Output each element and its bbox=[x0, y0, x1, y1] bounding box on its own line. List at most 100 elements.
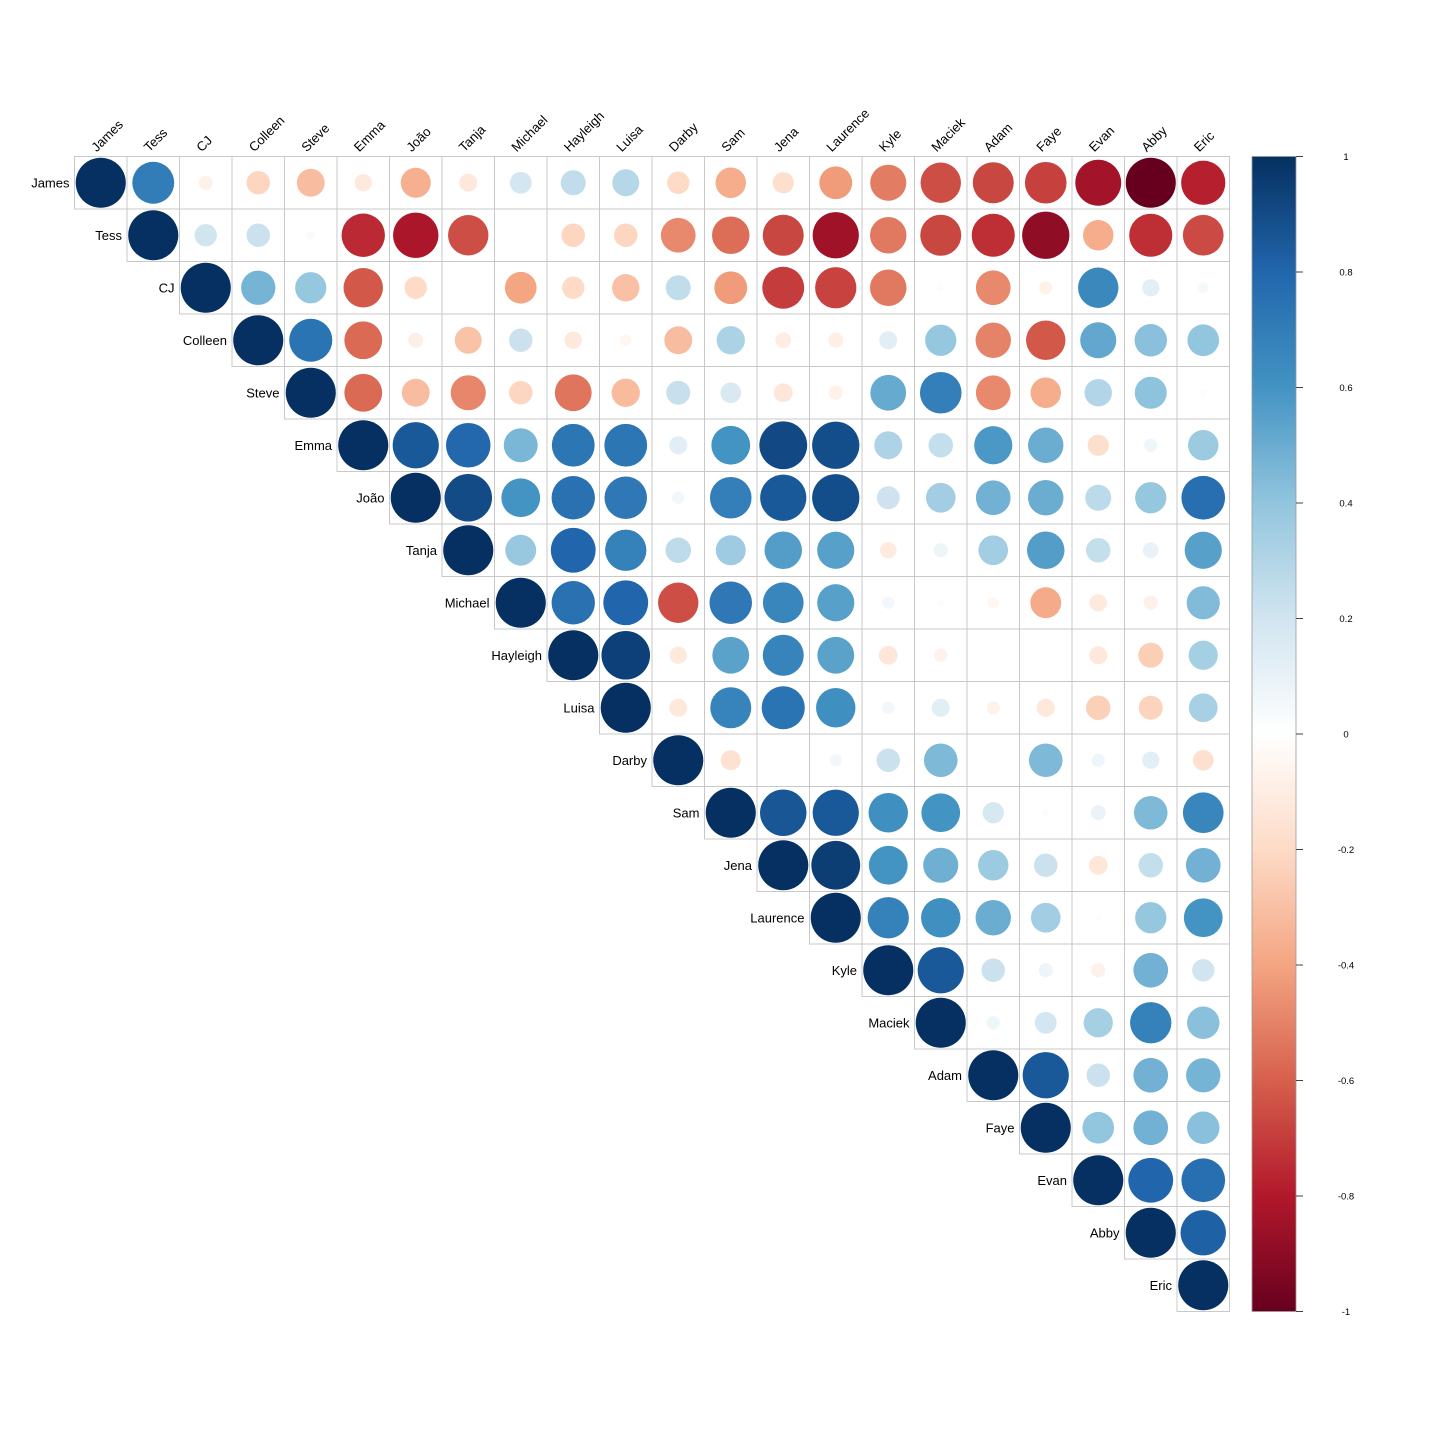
corr-circle-cj-abby bbox=[1142, 279, 1160, 297]
corr-circle-steve-tanja bbox=[450, 375, 486, 411]
corr-circle-tanja-darby bbox=[665, 537, 692, 564]
corr-circle-cj-sam bbox=[714, 271, 748, 305]
column-label: Tanja bbox=[456, 121, 489, 154]
corr-circle-faye-faye bbox=[1020, 1102, 1071, 1153]
corr-circle-maciek-evan bbox=[1083, 1008, 1113, 1038]
corr-circle-darby-maciek bbox=[923, 743, 958, 778]
corr-circle-michael-adam bbox=[987, 597, 999, 609]
corr-circle-emma-kyle bbox=[874, 431, 903, 460]
corr-circle-hayleigh-luisa bbox=[601, 630, 651, 680]
corr-circle-joão-maciek bbox=[925, 482, 956, 513]
corr-circle-steve-kyle bbox=[870, 374, 907, 411]
column-label: Evan bbox=[1086, 123, 1118, 155]
corr-circle-tanja-kyle bbox=[879, 541, 897, 559]
corr-circle-darby-evan bbox=[1091, 753, 1105, 767]
column-label: Adam bbox=[981, 120, 1016, 155]
corr-circle-james-laurence bbox=[819, 166, 853, 200]
corr-circle-cj-faye bbox=[1039, 281, 1053, 295]
corr-circle-joão-joão bbox=[390, 472, 441, 523]
corr-circle-tess-tess bbox=[128, 210, 179, 261]
corr-circle-colleen-luisa bbox=[620, 334, 632, 346]
corr-circle-james-michael bbox=[509, 171, 532, 194]
corr-circle-colleen-hayleigh bbox=[564, 331, 582, 349]
corr-circle-adam-abby bbox=[1133, 1057, 1169, 1093]
column-label: Laurence bbox=[823, 106, 872, 155]
grid-cell bbox=[1176, 1258, 1230, 1312]
corr-circle-kyle-evan bbox=[1091, 963, 1106, 978]
column-label: Maciek bbox=[928, 115, 968, 155]
corr-circle-steve-hayleigh bbox=[554, 374, 592, 412]
corr-circle-hayleigh-maciek bbox=[934, 648, 948, 662]
corr-circle-steve-adam bbox=[975, 375, 1011, 411]
corr-circle-tess-darby bbox=[660, 217, 696, 253]
corr-circle-laurence-abby bbox=[1135, 902, 1167, 934]
corr-circle-michael-sam bbox=[709, 581, 753, 625]
corr-circle-tess-maciek bbox=[920, 214, 962, 256]
corr-circle-tanja-luisa bbox=[605, 529, 647, 571]
corr-circle-joão-darby bbox=[672, 491, 685, 504]
corr-circle-tess-hayleigh bbox=[561, 223, 585, 247]
corr-circle-tess-emma bbox=[341, 213, 385, 257]
corr-circle-laurence-faye bbox=[1030, 902, 1061, 933]
corr-circle-emma-emma bbox=[338, 420, 389, 471]
column-label: Jena bbox=[771, 124, 802, 155]
row-label: Jena bbox=[724, 858, 753, 873]
corr-circle-joão-hayleigh bbox=[551, 476, 595, 520]
corr-circle-cj-cj bbox=[180, 262, 231, 313]
corr-circle-steve-faye bbox=[1030, 377, 1061, 408]
column-label: Sam bbox=[718, 125, 748, 155]
corr-circle-hayleigh-jena bbox=[762, 634, 804, 676]
corr-circle-emma-maciek bbox=[928, 432, 954, 458]
corr-circle-tanja-sam bbox=[715, 535, 746, 566]
corr-circle-colleen-faye bbox=[1026, 320, 1066, 360]
row-label: João bbox=[356, 490, 384, 505]
corr-circle-sam-kyle bbox=[868, 793, 908, 833]
corr-circle-hayleigh-darby bbox=[669, 646, 687, 664]
corr-circle-adam-eric bbox=[1186, 1058, 1221, 1093]
corr-circle-james-evan bbox=[1075, 159, 1122, 206]
corr-circle-tanja-tanja bbox=[443, 525, 494, 576]
corr-circle-steve-eric bbox=[1199, 389, 1207, 397]
corr-circle-emma-darby bbox=[669, 436, 688, 455]
grid-cell bbox=[966, 733, 1020, 787]
corr-circle-colleen-darby bbox=[664, 326, 693, 355]
corr-circle-james-tess bbox=[132, 161, 175, 204]
corr-circle-luisa-laurence bbox=[816, 688, 856, 728]
corr-circle-tess-adam bbox=[971, 213, 1015, 257]
corr-circle-maciek-faye bbox=[1034, 1011, 1057, 1034]
corr-circle-emma-luisa bbox=[604, 423, 648, 467]
corr-circle-sam-jena bbox=[760, 789, 807, 836]
corr-circle-michael-laurence bbox=[817, 584, 855, 622]
corr-circle-joão-kyle bbox=[876, 486, 900, 510]
colorbar-tick-label: 0.8 bbox=[1339, 268, 1352, 279]
corr-circle-colleen-eric bbox=[1187, 324, 1220, 357]
corr-circle-abby-eric bbox=[1180, 1210, 1226, 1256]
colorbar-tick-label: -0.6 bbox=[1338, 1076, 1354, 1087]
corr-circle-jena-evan bbox=[1088, 855, 1108, 875]
corr-circle-tess-cj bbox=[194, 224, 217, 247]
corr-circle-maciek-eric bbox=[1187, 1006, 1220, 1039]
corr-circle-michael-faye bbox=[1030, 587, 1062, 619]
colorbar-tick-label: 0.2 bbox=[1339, 614, 1352, 625]
row-label: Steve bbox=[246, 385, 279, 400]
row-label: Colleen bbox=[183, 333, 227, 348]
corr-circle-sam-abby bbox=[1133, 795, 1168, 830]
corr-circle-hayleigh-abby bbox=[1138, 642, 1164, 668]
corr-circle-michael-kyle bbox=[882, 596, 895, 609]
row-label: CJ bbox=[159, 280, 175, 295]
corr-circle-emma-jena bbox=[759, 421, 808, 470]
corr-circle-james-joão bbox=[400, 167, 431, 198]
colorbar-gradient bbox=[1251, 156, 1297, 1312]
corr-circle-luisa-darby bbox=[669, 698, 688, 717]
corr-circle-james-luisa bbox=[612, 169, 640, 197]
corr-circle-colleen-maciek bbox=[925, 324, 957, 356]
corr-circle-darby-eric bbox=[1192, 749, 1214, 771]
corr-circle-james-jena bbox=[772, 172, 794, 194]
corr-circle-hayleigh-eric bbox=[1188, 640, 1218, 670]
corr-circle-colleen-adam bbox=[975, 322, 1011, 358]
corr-circle-maciek-abby bbox=[1130, 1002, 1172, 1044]
corr-circle-steve-darby bbox=[666, 380, 691, 405]
corr-circle-michael-eric bbox=[1186, 586, 1220, 620]
corr-circle-cj-luisa bbox=[612, 274, 640, 302]
colorbar-tick-label: 0.4 bbox=[1339, 499, 1352, 510]
